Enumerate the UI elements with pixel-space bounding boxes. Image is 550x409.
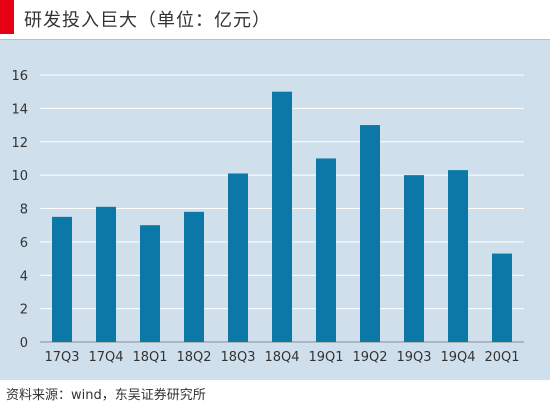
- bar-18Q4: [272, 91, 292, 342]
- y-tick-label: 6: [20, 236, 28, 251]
- title-divider: [0, 39, 550, 40]
- title-accent-bar: [0, 0, 14, 34]
- bar-18Q1: [140, 225, 160, 342]
- y-tick-label: 14: [11, 102, 28, 117]
- x-tick-label: 19Q4: [440, 350, 475, 365]
- x-tick-label: 18Q2: [176, 350, 211, 365]
- x-tick-label: 18Q1: [132, 350, 167, 365]
- x-tick-label: 19Q3: [396, 350, 431, 365]
- y-tick-label: 4: [20, 269, 28, 284]
- bar-chart: 0 2 4 6 8 10 12 14 16 17Q3 17Q4 18Q1 18Q2 18Q3 18Q4 19Q…: [11, 69, 524, 365]
- bar-18Q3: [228, 173, 248, 342]
- x-tick-label: 18Q4: [264, 350, 299, 365]
- bar-19Q3: [404, 175, 424, 342]
- bar-18Q2: [184, 211, 204, 342]
- chart-title: 研发投入巨大（单位：亿元）: [24, 10, 271, 31]
- bar-17Q4: [96, 206, 116, 342]
- x-tick-label: 17Q4: [88, 350, 123, 365]
- y-tick-label: 8: [20, 203, 28, 218]
- x-tick-label: 17Q3: [44, 350, 79, 365]
- bar-19Q1: [316, 158, 336, 342]
- x-tick-label: 19Q2: [352, 350, 387, 365]
- x-tick-label: 18Q3: [220, 350, 255, 365]
- y-tick-label: 12: [11, 136, 28, 151]
- bar-17Q3: [52, 216, 72, 342]
- bar-19Q4: [448, 170, 468, 342]
- x-tick-label: 19Q1: [308, 350, 343, 365]
- source-note: 资料来源：wind，东吴证券研究所: [6, 388, 206, 403]
- bar-19Q2: [360, 125, 380, 342]
- y-tick-label: 2: [20, 303, 28, 318]
- y-tick-label: 16: [11, 69, 28, 84]
- x-tick-label: 20Q1: [484, 350, 519, 365]
- y-tick-label: 10: [11, 169, 28, 184]
- bar-20Q1: [492, 253, 512, 342]
- y-tick-label: 0: [20, 336, 28, 351]
